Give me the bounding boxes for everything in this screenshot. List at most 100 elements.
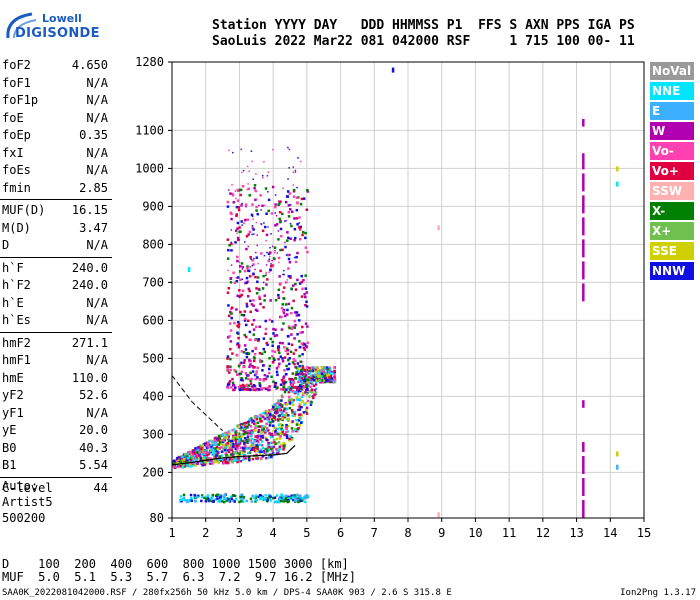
- data-point: [234, 190, 237, 192]
- data-point: [236, 424, 239, 427]
- data-point: [277, 449, 280, 453]
- data-point: [284, 281, 288, 284]
- data-point: [232, 201, 236, 204]
- x-tick-label: 14: [603, 526, 617, 540]
- data-point: [312, 373, 315, 377]
- data-point: [200, 458, 204, 461]
- data-point: [262, 379, 265, 382]
- data-point: [257, 338, 260, 341]
- data-point: [261, 454, 265, 458]
- data-point: [254, 372, 258, 376]
- data-point: [279, 434, 282, 438]
- data-point: [295, 196, 299, 199]
- data-point: [278, 351, 281, 355]
- data-point: [218, 500, 222, 503]
- data-point: [300, 499, 304, 502]
- data-point: [290, 427, 294, 430]
- data-point: [190, 496, 193, 500]
- data-point: [283, 356, 287, 359]
- data-point: [220, 500, 224, 503]
- data-point: [253, 496, 256, 499]
- data-point: [237, 440, 240, 444]
- data-point: [229, 453, 233, 456]
- x-tick-label: 6: [337, 526, 344, 540]
- data-point: [259, 448, 263, 452]
- data-point: [294, 169, 297, 172]
- data-point: [232, 271, 235, 275]
- data-point: [238, 363, 242, 366]
- data-point: [300, 395, 304, 399]
- data-point: [296, 186, 298, 189]
- data-point: [191, 456, 194, 459]
- data-point: [311, 391, 314, 394]
- data-point: [277, 500, 281, 504]
- data-point: [264, 497, 267, 500]
- param-name: hmF1: [2, 353, 31, 367]
- data-point: [278, 497, 282, 501]
- data-point: [226, 355, 230, 358]
- data-point: [270, 233, 272, 235]
- data-point: [192, 454, 196, 458]
- data-point: [263, 204, 266, 207]
- data-point: [302, 346, 306, 350]
- param-value: N/A: [86, 313, 108, 327]
- param-name: yF1: [2, 405, 24, 420]
- data-point: [208, 439, 211, 443]
- x-tick-label: 11: [502, 526, 516, 540]
- station-header: Station YYYY DAY DDD HHMMSS P1 FFS S AXN…: [212, 18, 635, 50]
- data-point: [231, 460, 234, 464]
- data-point: [296, 429, 299, 433]
- data-point: [185, 463, 189, 467]
- data-point: [206, 494, 210, 497]
- data-point: [301, 343, 305, 346]
- data-point: [283, 273, 285, 276]
- data-point: [256, 280, 259, 284]
- data-point: [232, 442, 235, 446]
- data-point: [236, 447, 239, 450]
- data-point: [265, 264, 268, 266]
- data-point: [249, 431, 253, 435]
- data-point: [248, 194, 251, 197]
- data-point: [304, 322, 308, 325]
- data-point: [248, 365, 251, 369]
- data-point: [205, 497, 208, 501]
- data-point: [206, 497, 209, 500]
- data-point: [302, 411, 306, 414]
- data-point: [237, 323, 241, 326]
- param-value: N/A: [86, 145, 108, 160]
- data-point: [254, 308, 258, 312]
- data-point: [275, 494, 279, 497]
- data-point: [308, 376, 311, 379]
- data-point: [251, 457, 255, 461]
- data-point: [277, 423, 281, 426]
- data-point: [271, 245, 274, 248]
- data-point: [294, 260, 298, 264]
- data-point: [201, 446, 204, 449]
- data-point: [299, 416, 302, 420]
- data-point: [288, 362, 291, 366]
- data-point: [268, 388, 271, 392]
- data-point: [272, 257, 276, 260]
- data-point: [294, 373, 298, 376]
- data-point: [244, 317, 247, 321]
- data-point: [247, 183, 249, 185]
- data-point: [244, 281, 247, 285]
- data-point: [245, 276, 249, 280]
- param-row: fmin 2.85: [0, 180, 112, 198]
- data-point: [278, 275, 281, 278]
- data-point: [291, 210, 294, 214]
- data-point: [305, 368, 309, 372]
- data-point: [262, 411, 265, 415]
- data-point: [295, 217, 299, 220]
- data-point: [228, 500, 232, 503]
- data-point: [265, 417, 269, 421]
- data-point: [332, 372, 335, 375]
- chart-grid: [172, 62, 644, 518]
- data-point: [191, 453, 194, 456]
- data-point: [271, 496, 275, 500]
- data-point: [276, 373, 279, 377]
- data-point: [292, 358, 295, 361]
- data-point: [249, 363, 252, 366]
- data-point: [271, 451, 275, 455]
- data-point: [227, 381, 231, 385]
